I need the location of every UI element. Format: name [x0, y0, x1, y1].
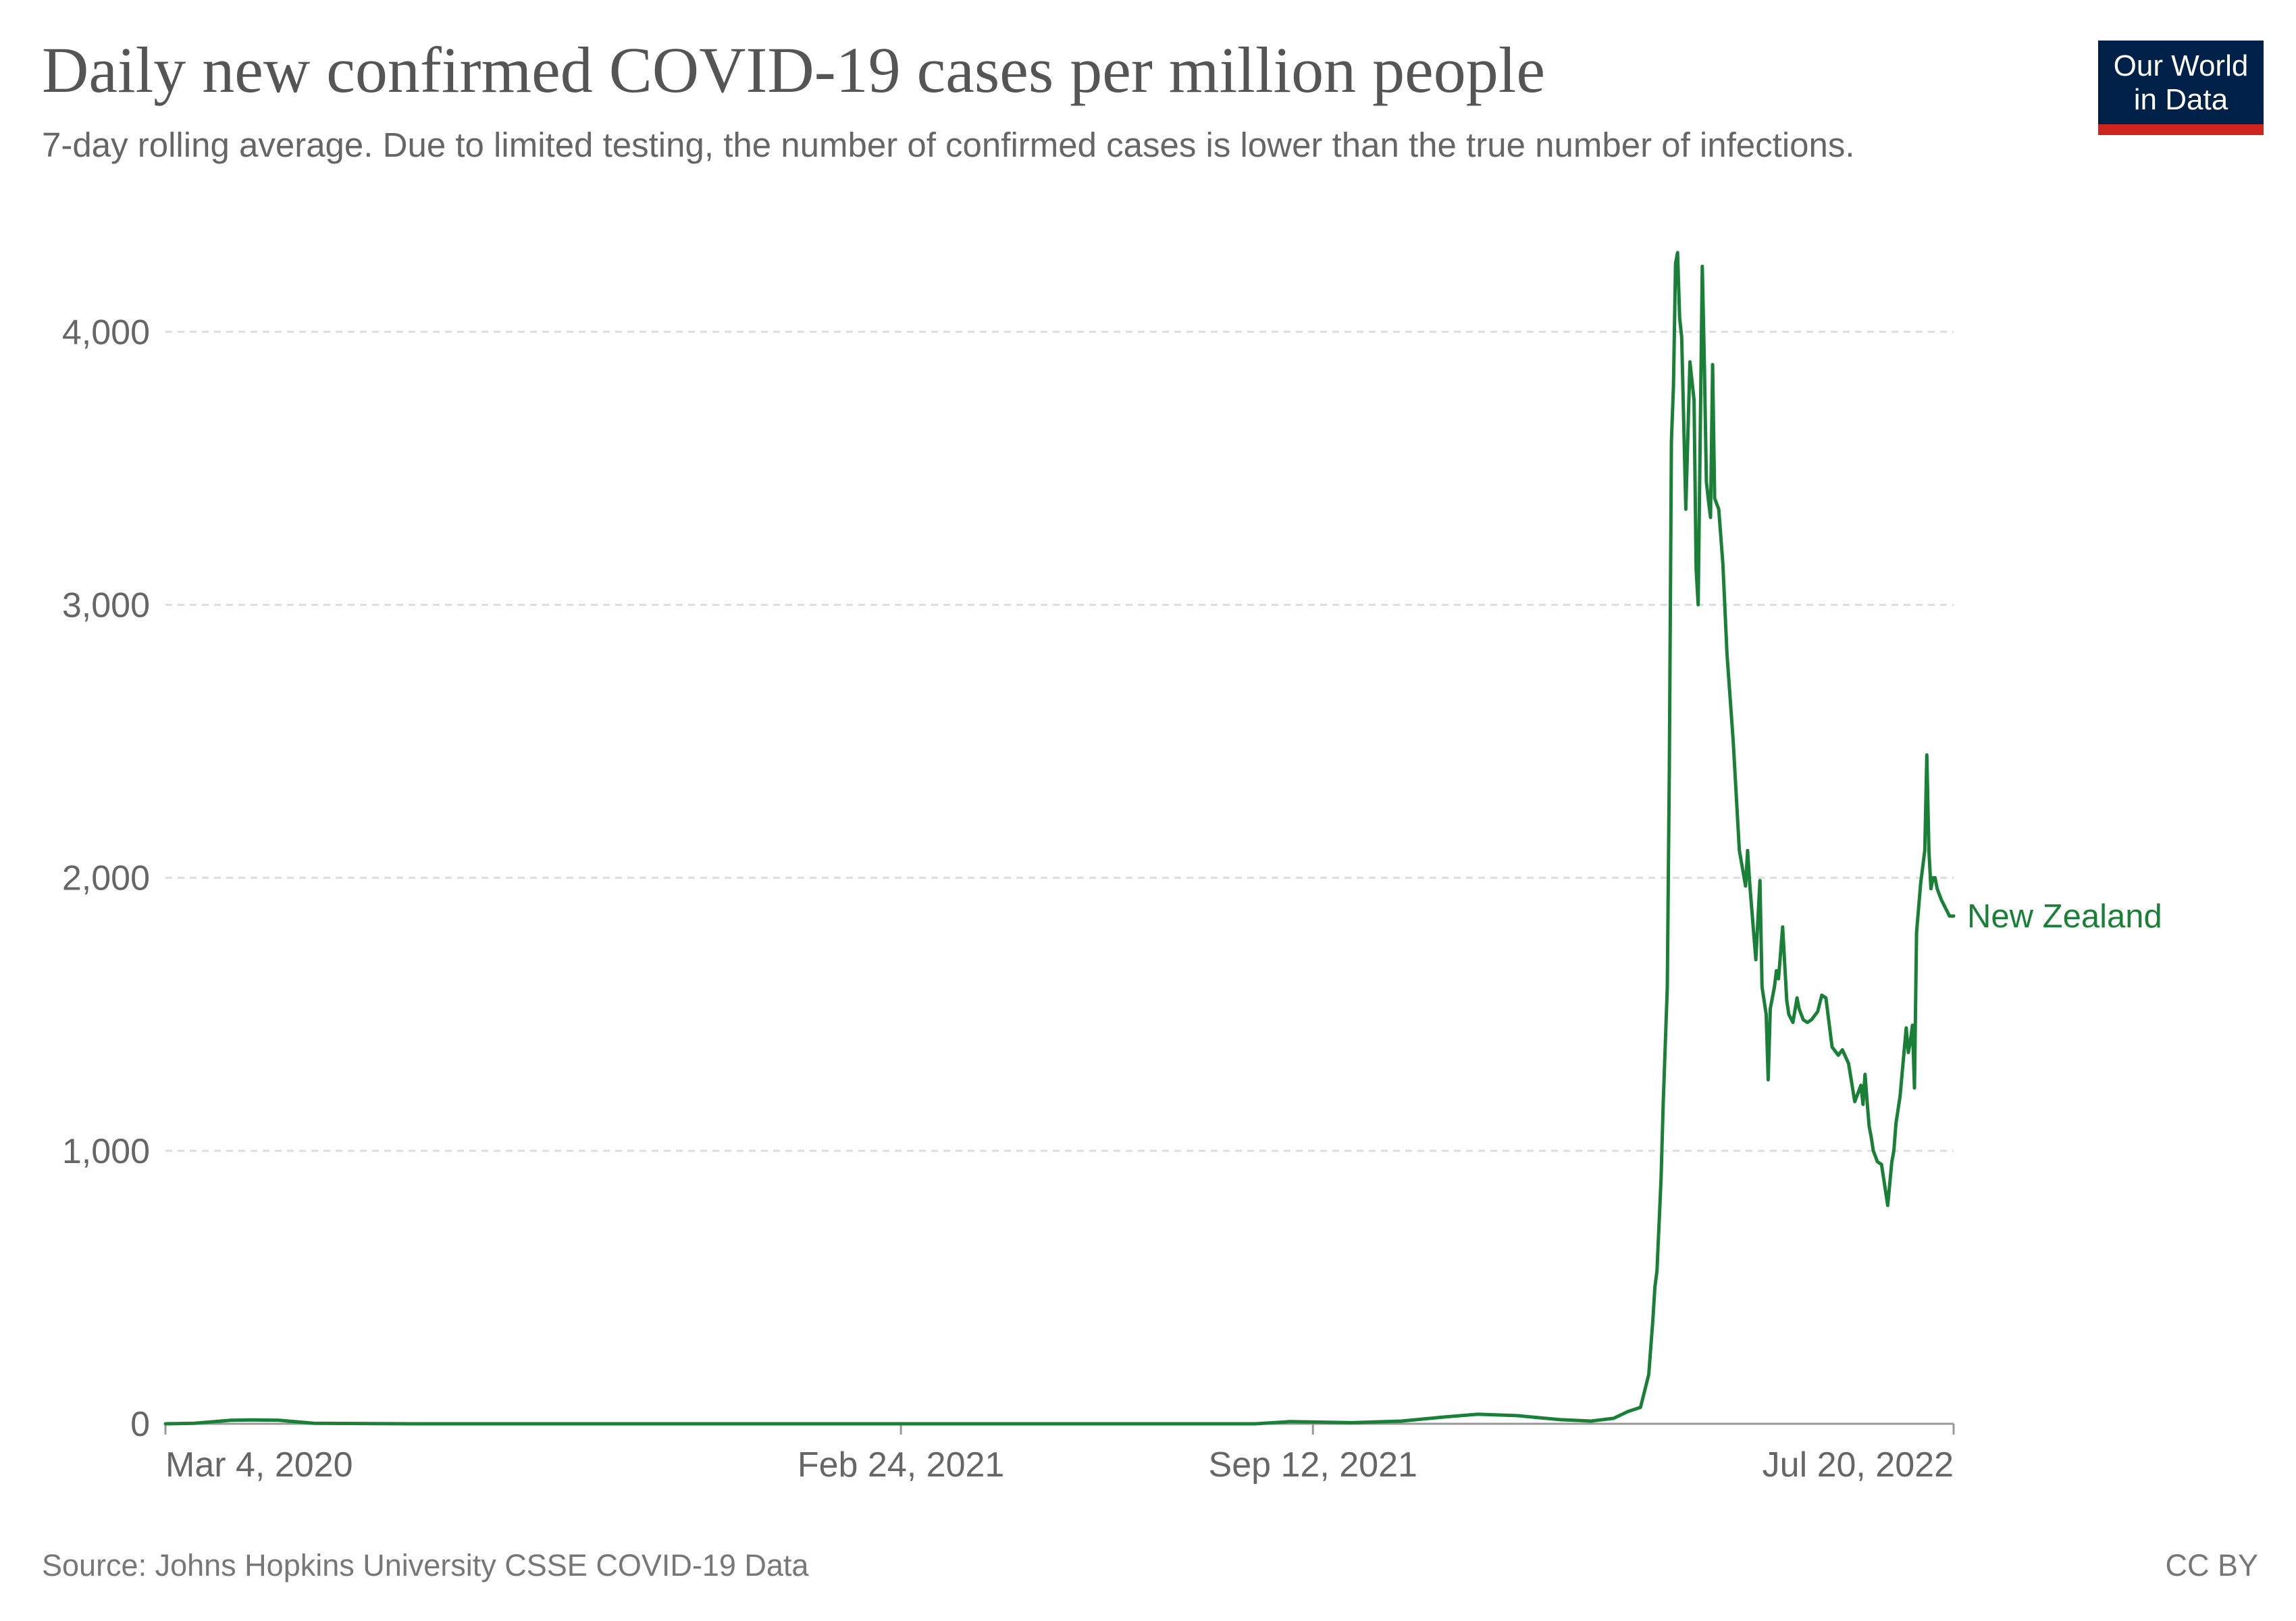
logo-line-2: in Data: [2133, 83, 2228, 116]
series-label-0: New Zealand: [1967, 898, 2162, 935]
license-link[interactable]: CC BY: [2165, 1548, 2258, 1583]
series-lines: [163, 251, 1956, 1426]
series-line-0: [163, 251, 1956, 1426]
logo-line-1: Our World: [2113, 49, 2249, 82]
x-tick-label-0: Mar 4, 2020: [165, 1445, 353, 1485]
y-axis-tick-labels: 0 1,000 2,000 3,000 4,000: [62, 313, 150, 1444]
x-axis: Mar 4, 2020 Feb 24, 2021 Sep 12, 2021 Jul 2…: [164, 1422, 1955, 1485]
owid-logo[interactable]: Our World in Data: [2098, 41, 2264, 135]
series-labels: New Zealand: [1967, 898, 2162, 935]
x-tick-label-1: Feb 24, 2021: [798, 1445, 1004, 1485]
x-tick-label-2: Sep 12, 2021: [1209, 1445, 1417, 1485]
source-note[interactable]: Source: Johns Hopkins University CSSE CO…: [42, 1548, 809, 1583]
y-tick-label-4000: 4,000: [62, 313, 150, 352]
y-tick-label-3000: 3,000: [62, 586, 150, 625]
chart-subtitle: 7-day rolling average. Due to limited te…: [42, 126, 1855, 164]
x-tick-label-3: Jul 20, 2022: [1763, 1445, 1954, 1485]
y-tick-label-1000: 1,000: [62, 1132, 150, 1171]
y-tick-label-2000: 2,000: [62, 859, 150, 898]
gridlines: [165, 330, 1954, 1152]
chart-title: Daily new confirmed COVID-19 cases per m…: [42, 34, 1546, 106]
y-tick-label-0: 0: [130, 1405, 150, 1444]
